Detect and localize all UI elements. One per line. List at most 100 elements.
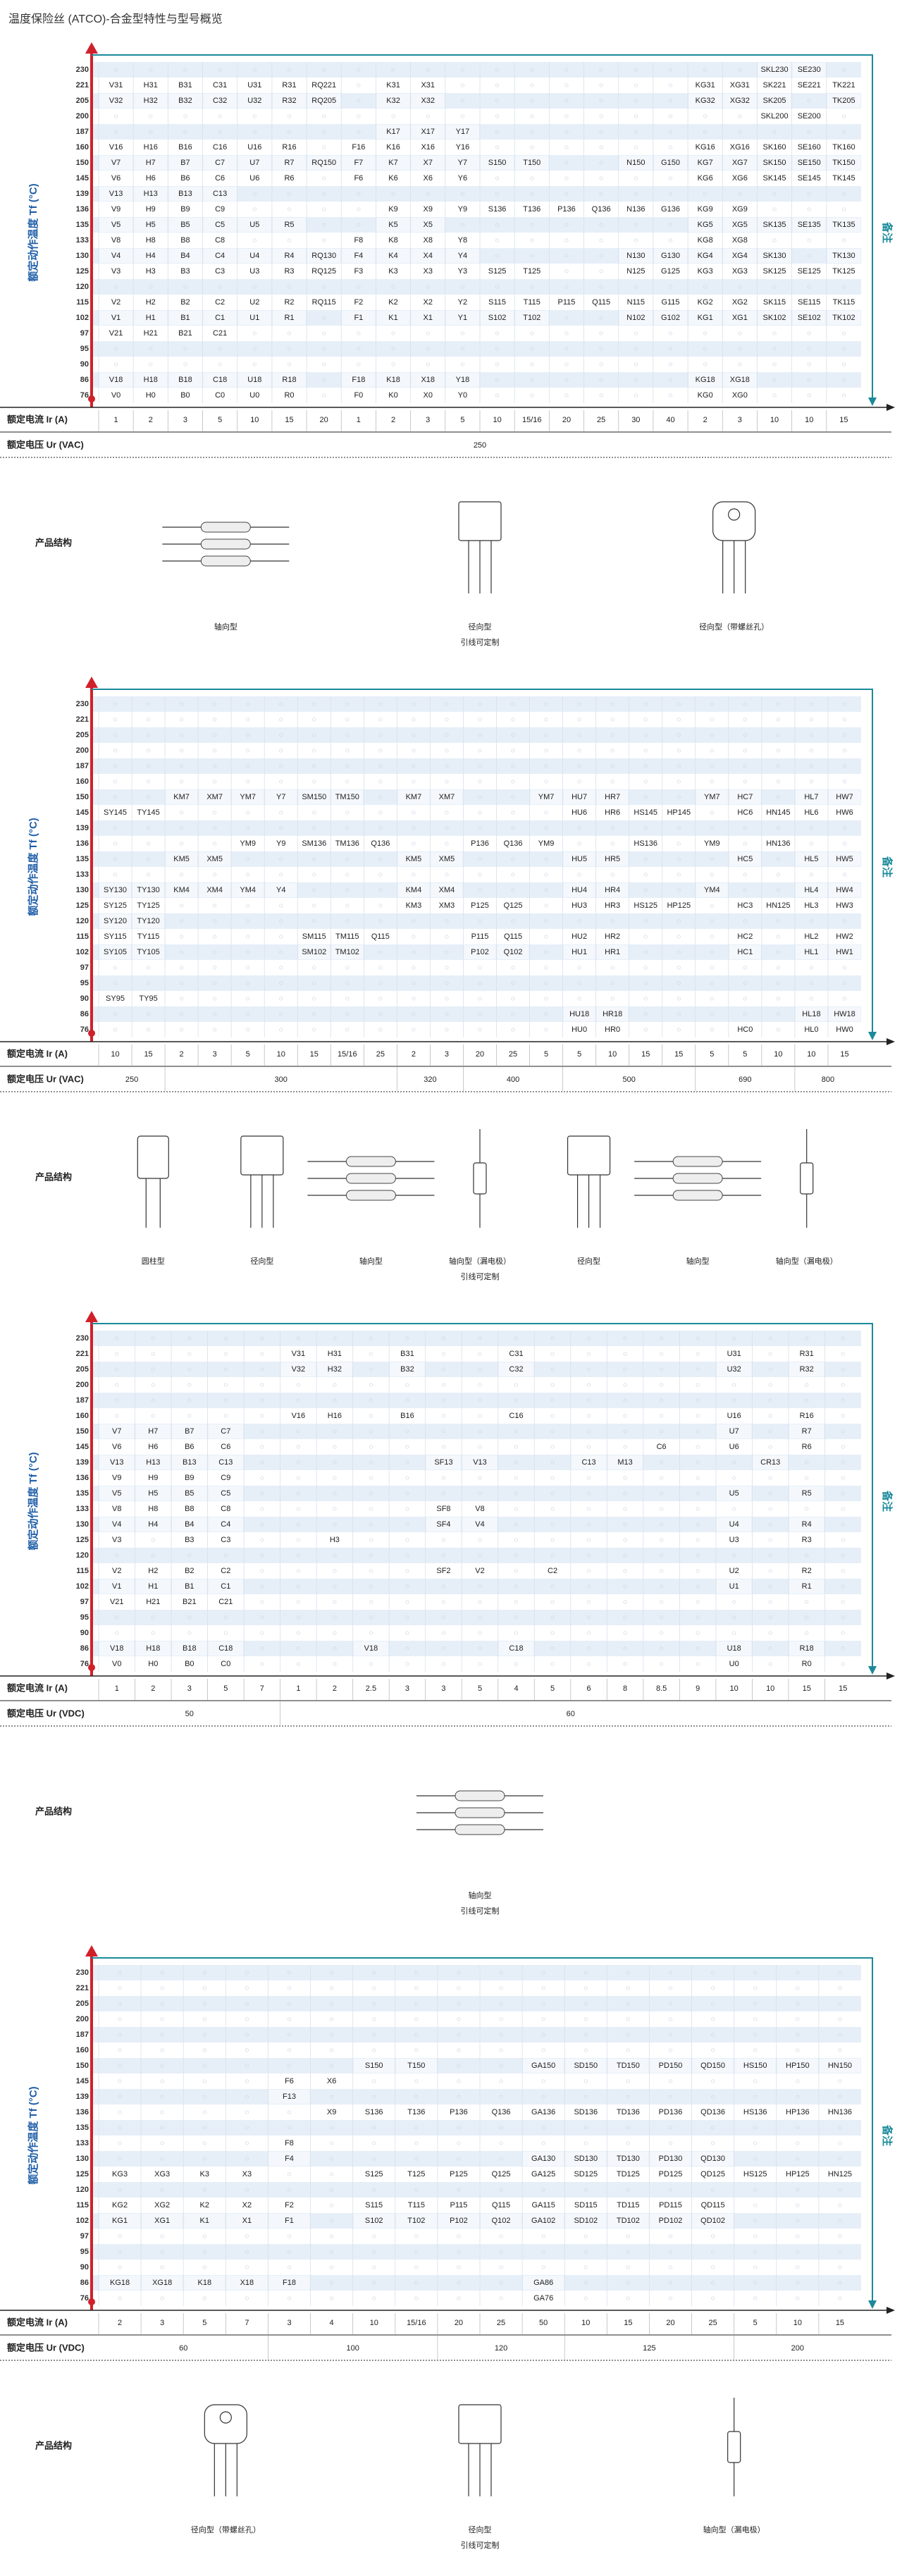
model-code: V9 [112,1474,121,1482]
temperature-label: 230 [76,1968,89,1977]
cell-dot [322,223,326,227]
cell-dot [279,717,283,722]
cell-bg [445,171,479,185]
cell-dot [478,826,482,830]
voltage-value: 250 [474,441,486,450]
model-code: HN125 [766,901,790,910]
model-code: TD115 [617,2201,639,2210]
cell-dot [703,192,708,196]
row-band [93,2027,861,2042]
cell-dot [564,254,569,258]
model-code: U5 [249,221,259,229]
cell-dot [807,331,811,335]
axis-origin [88,1664,95,1671]
model-code: V7 [112,1427,121,1436]
model-code: YM4 [240,886,256,894]
cell-dot [668,347,673,351]
cell-dot [113,1012,118,1016]
cell-bg [827,140,860,154]
model-code: TD102 [617,2217,640,2225]
body [712,501,756,541]
model-code: V2 [111,298,121,307]
temperature-label: 86 [80,2279,89,2287]
cell-bg [619,202,653,216]
cell-bg [653,295,688,309]
cell-dot [599,114,603,118]
cell-bg [168,78,202,92]
cell-dot [412,733,416,737]
current-value: 8.5 [656,1684,667,1693]
model-code: XG1 [154,2217,170,2225]
cell-dot [544,748,548,753]
cell-dot [114,130,118,134]
temperature-label: 125 [76,901,89,910]
model-code: HL3 [804,901,818,910]
cell-dot [287,192,292,196]
temperature-label: 97 [80,1598,89,1606]
cell-dot [252,130,257,134]
cell-dot [149,114,153,118]
cell-bg [99,914,132,928]
cell-dot [676,702,681,706]
cell-dot [511,966,515,970]
current-value: 1 [296,1684,300,1693]
model-code: TD130 [617,2155,640,2163]
cell-dot [511,888,515,892]
cell-dot [147,717,151,722]
cell-bg [795,945,827,959]
model-code: H4 [148,1520,158,1529]
cell-bg [696,883,728,897]
model-code: P102 [471,948,489,956]
cell-bg [376,78,410,92]
cell-dot [213,873,217,877]
cell-dot [564,378,569,382]
cell-dot [345,981,350,985]
current-value: 9 [696,1684,700,1693]
temperature-label: 86 [80,1010,89,1018]
cell-bg [497,945,529,959]
model-code: P136 [450,2108,468,2116]
cell-dot [530,145,534,149]
model-code: C4 [221,1520,230,1529]
cell-bg [376,233,410,247]
model-code: XG2 [154,2201,170,2210]
cell-dot [312,904,316,908]
structure-label: 径向型（带螺丝孔） [699,622,769,631]
cell-dot [599,130,603,134]
cell-dot [246,764,250,768]
model-code: SY95 [106,994,125,1003]
model-code: C3 [215,267,225,276]
cell-dot [776,888,780,892]
cell-dot [710,1012,714,1016]
model-code: Y16 [456,143,470,152]
temperature-label: 205 [76,1365,89,1374]
current-value: 2 [118,2319,122,2327]
cell-bg [397,899,430,913]
model-code: X9 [423,205,432,214]
cell-dot [738,347,742,351]
model-code: H3 [146,267,156,276]
model-code: Q102 [492,2217,511,2225]
cell-dot [738,192,742,196]
model-code: SE221 [798,81,821,90]
cell-bg [629,899,662,913]
row-band [93,186,861,202]
cell-dot [738,331,742,335]
model-code: XG18 [152,2279,172,2287]
cell-bg [376,311,410,325]
cell-bg [265,837,297,851]
cell-bg [132,930,165,944]
temperature-label: 205 [76,97,89,105]
cell-bg [530,790,562,804]
model-code: B0 [185,1660,194,1668]
model-code: V8 [112,1505,121,1513]
model-code: XG3 [732,267,748,276]
model-code: KM5 [173,855,190,863]
cell-dot [147,733,151,737]
cell-bg [481,202,514,216]
cell-dot [391,114,395,118]
cell-dot [634,238,638,242]
cell-bg [237,140,271,154]
cell-bg [342,156,376,170]
row-band [93,341,861,357]
